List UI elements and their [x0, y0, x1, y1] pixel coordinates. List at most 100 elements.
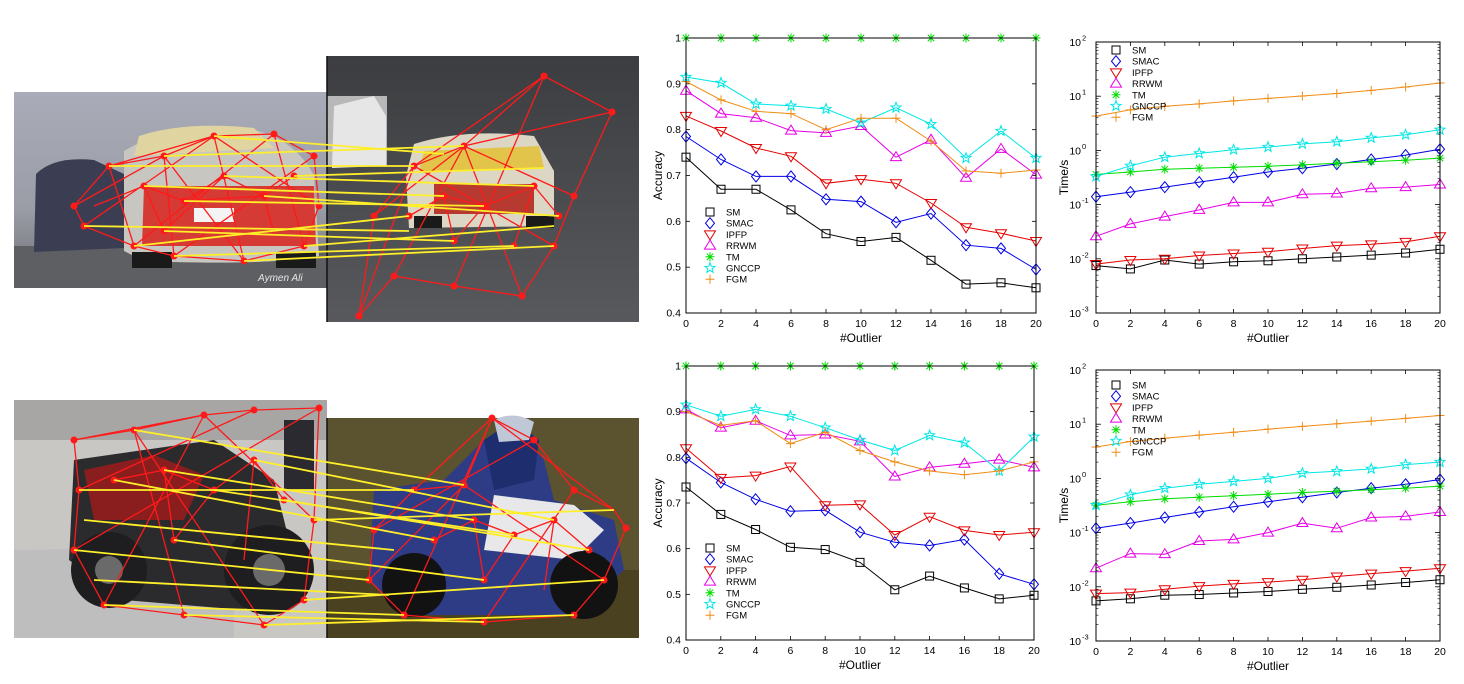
- x-axis-label: #Outlier: [1247, 331, 1289, 345]
- data-point-rrwm: [1364, 511, 1378, 522]
- data-point-ipfp: [749, 471, 762, 483]
- data-point-fgm: [1160, 101, 1170, 111]
- x-tick-label: 8: [1231, 318, 1237, 330]
- series-line-rrwm: [685, 90, 1037, 179]
- data-point-sm: [751, 524, 761, 534]
- match-pair-bottom: [14, 400, 639, 638]
- data-point-rrwm: [1158, 210, 1172, 221]
- legend-label-rrwm: RRWM: [1132, 414, 1163, 425]
- data-point-rrwm: [1364, 181, 1378, 193]
- motorbike-photos: [14, 400, 639, 638]
- data-point-gnccp: [924, 117, 938, 130]
- y-tick-label: 1: [675, 33, 681, 45]
- data-point-gnccp: [784, 99, 798, 112]
- x-tick-label: 2: [1127, 318, 1133, 330]
- data-point-sm: [716, 509, 726, 519]
- x-tick-label: 18: [993, 645, 1005, 657]
- data-point-ipfp: [1399, 567, 1412, 578]
- data-point-ipfp: [1261, 247, 1275, 259]
- series-line-gnccp: [685, 76, 1037, 159]
- series-line-fgm: [685, 411, 1035, 476]
- y-tick-exponent: 0: [1082, 142, 1086, 151]
- data-point-ipfp: [994, 229, 1008, 240]
- x-tick-label: 0: [683, 645, 689, 657]
- match-pair-top: Aymen Ali: [14, 56, 639, 322]
- data-point-fgm: [890, 457, 900, 467]
- legend-label-gnccp: GNCCP: [726, 600, 760, 611]
- data-point-sm: [1160, 590, 1170, 600]
- data-point-gnccp: [1330, 134, 1344, 148]
- x-tick-label: 4: [1162, 646, 1168, 658]
- data-point-ipfp: [853, 500, 867, 511]
- x-tick-label: 20: [1434, 318, 1446, 330]
- data-point-gnccp: [1124, 159, 1137, 172]
- data-point-smac: [820, 193, 832, 206]
- legend-marker-rrwm: [1109, 412, 1123, 423]
- data-point-fgm: [925, 466, 935, 476]
- legend-label-tm: TM: [1132, 90, 1146, 101]
- y-tick-exponent: -2: [1082, 250, 1089, 259]
- series-line-gnccp: [1095, 129, 1441, 177]
- legend-marker-smac: [1110, 54, 1122, 68]
- plot-frame: [685, 365, 1035, 641]
- data-point-fgm: [1229, 427, 1239, 437]
- data-point-sm: [855, 557, 865, 567]
- data-point-rrwm: [1330, 521, 1344, 533]
- data-point-tm: [1297, 160, 1307, 170]
- data-point-ipfp: [819, 179, 833, 190]
- x-axis-label: #Outlier: [1247, 659, 1289, 673]
- y-tick-exponent: -3: [1082, 633, 1089, 642]
- data-point-ipfp: [1330, 241, 1344, 253]
- data-point-ipfp: [958, 526, 971, 537]
- legend-marker-ipfp: [703, 566, 717, 577]
- x-tick-label: 12: [1297, 318, 1309, 330]
- data-point-tm: [1125, 167, 1135, 177]
- y-tick-label: 0.4: [666, 308, 681, 320]
- legend-label-ipfp: IPFP: [726, 230, 747, 241]
- data-point-rrwm: [888, 470, 902, 481]
- legend-label-smac: SMAC: [1132, 392, 1160, 403]
- data-point-rrwm: [1296, 187, 1309, 199]
- accuracy-chart-bottom: 0 2 4 6 8 10 12 14 16 18 20 0.4 0.5 0.6 0.7 0.8 0.9 1 #Out…: [651, 361, 1041, 672]
- data-point-gnccp: [1330, 464, 1344, 477]
- data-point-tm: [1332, 158, 1342, 168]
- data-point-ipfp: [714, 473, 728, 485]
- data-point-ipfp: [1364, 569, 1378, 581]
- legend-marker-fgm: [1111, 112, 1121, 122]
- y-axis-label: Time/s: [1057, 160, 1071, 196]
- y-tick-label: 10: [1069, 145, 1081, 157]
- right-race-image: [327, 56, 639, 322]
- data-point-smac: [1228, 170, 1239, 184]
- x-tick-label: 4: [1162, 318, 1168, 330]
- data-point-smac: [995, 242, 1007, 255]
- data-point-gnccp: [1227, 142, 1240, 156]
- legend-label-sm: SM: [726, 208, 740, 219]
- legend-label-fgm: FGM: [1132, 448, 1153, 459]
- legend-marker-sm: [1111, 45, 1121, 55]
- bike-correspondence-lines: [73, 429, 615, 626]
- x-tick-label: 2: [718, 645, 724, 657]
- data-point-ipfp: [1296, 244, 1309, 255]
- data-point-gnccp: [714, 76, 728, 89]
- data-point-sm: [959, 583, 969, 593]
- data-point-fgm: [961, 166, 971, 176]
- series-line-fgm: [685, 81, 1037, 174]
- legend-label-tm: TM: [726, 588, 740, 599]
- data-point-sm: [751, 184, 761, 194]
- data-point-gnccp: [1296, 466, 1309, 479]
- data-point-sm: [996, 278, 1006, 288]
- x-tick-label: 16: [1365, 318, 1377, 330]
- data-point-gnccp: [1364, 131, 1378, 144]
- data-point-ipfp: [1192, 251, 1206, 262]
- data-point-fgm: [1160, 433, 1170, 443]
- data-point-gnccp: [1192, 146, 1206, 159]
- x-tick-label: 8: [823, 318, 829, 330]
- data-point-ipfp: [1124, 588, 1137, 600]
- x-tick-label: 20: [1434, 646, 1446, 658]
- y-tick-label: 10: [1069, 365, 1081, 377]
- data-point-smac: [1159, 511, 1170, 524]
- data-point-sm: [926, 255, 936, 265]
- data-point-fgm: [994, 466, 1004, 476]
